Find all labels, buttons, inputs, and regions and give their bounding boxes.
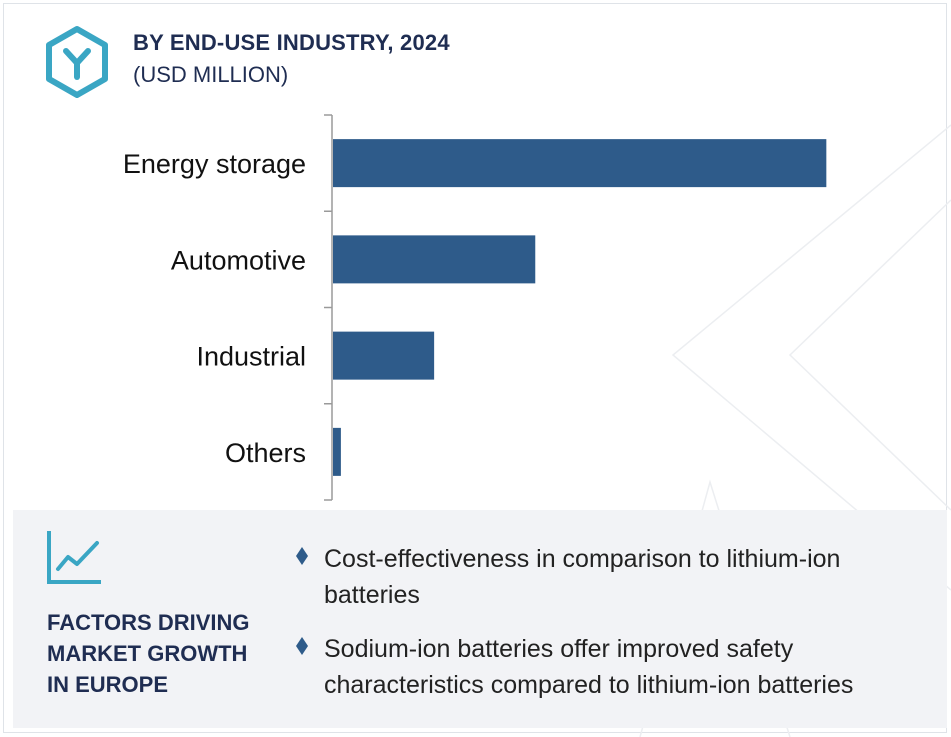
factors-title-line: MARKET GROWTH (47, 641, 248, 666)
y-axis (324, 114, 333, 501)
factors-title: FACTORS DRIVING MARKET GROWTH IN EUROPE (47, 607, 277, 700)
category-labels: Energy storage Automotive Industrial Others (123, 149, 306, 468)
diamond-bullet-icon (296, 547, 308, 565)
factor-text: Sodium-ion batteries offer improved safe… (324, 635, 854, 699)
trend-chart-icon (47, 531, 101, 584)
category-label: Others (225, 438, 306, 468)
diamond-bullet-icon (296, 637, 308, 655)
category-label: Automotive (171, 245, 306, 275)
factors-title-line: IN EUROPE (47, 672, 169, 697)
category-label: Energy storage (123, 149, 306, 179)
bar-automotive (333, 235, 536, 284)
hexagon-y-logo-icon (46, 26, 108, 98)
factors-panel (13, 510, 947, 728)
chart-subtitle: (USD MILLION) (133, 62, 289, 87)
factors-title-line: FACTORS DRIVING (47, 610, 250, 635)
bar-energy-storage (333, 139, 827, 188)
factor-text: Cost-effectiveness in comparison to lith… (324, 545, 841, 609)
bar-chart: Energy storage Automotive Industrial Others (123, 114, 827, 501)
bars (333, 139, 827, 476)
bar-others (333, 427, 341, 476)
bar-industrial (333, 331, 435, 380)
category-label: Industrial (196, 342, 306, 372)
chart-title: BY END-USE INDUSTRY, 2024 (133, 30, 450, 55)
